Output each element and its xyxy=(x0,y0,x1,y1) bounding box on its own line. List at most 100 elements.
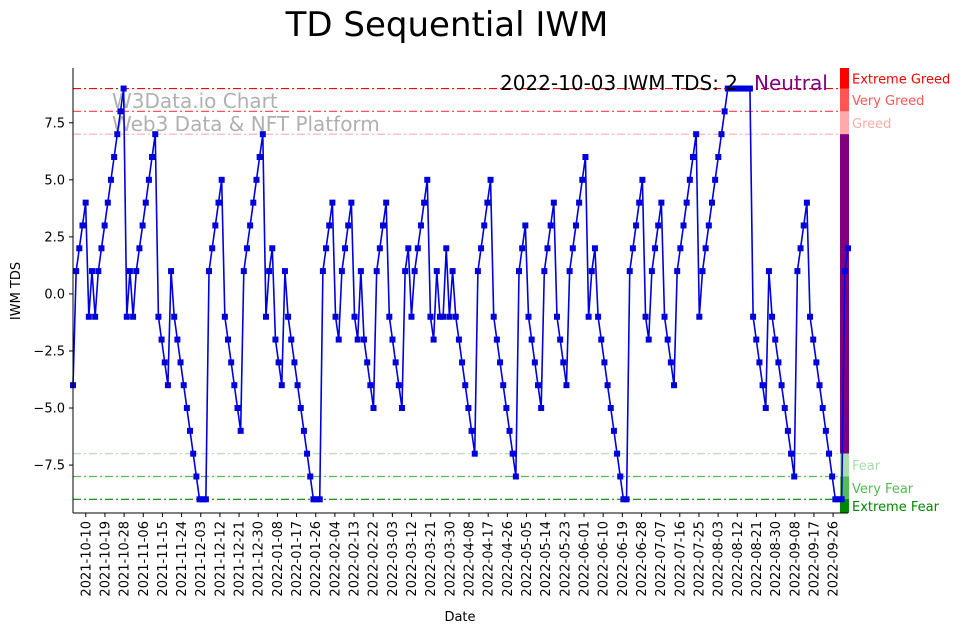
data-point xyxy=(342,245,349,252)
data-point xyxy=(373,268,380,275)
data-point xyxy=(402,268,409,275)
data-point xyxy=(585,313,592,320)
data-point xyxy=(623,496,630,503)
data-point xyxy=(367,382,374,389)
data-point xyxy=(690,154,696,160)
data-point xyxy=(769,313,776,320)
data-point xyxy=(813,359,820,366)
x-tick-label: 2021-11-15 xyxy=(156,521,171,597)
data-point xyxy=(639,176,646,183)
data-point xyxy=(617,473,624,480)
data-point xyxy=(218,176,225,183)
data-point xyxy=(794,268,801,275)
data-point xyxy=(677,245,684,252)
x-tick-label: 2022-06-01 xyxy=(577,521,592,597)
x-tick-label: 2022-03-03 xyxy=(386,521,401,597)
sentiment-label: Very Greed xyxy=(852,94,924,109)
sentiment-band xyxy=(840,499,849,513)
data-point xyxy=(731,85,738,92)
data-point xyxy=(199,496,206,503)
data-point xyxy=(468,427,475,434)
data-point xyxy=(120,85,127,92)
data-point xyxy=(206,268,213,275)
data-point xyxy=(408,313,415,320)
data-point xyxy=(319,268,326,275)
watermark: W3Data.io Chart Web3 Data & NFT Platform xyxy=(112,89,380,136)
data-point xyxy=(389,336,396,343)
series-iwm-tds xyxy=(70,85,851,503)
data-point xyxy=(398,405,405,412)
y-tick-label: −2.5 xyxy=(33,344,65,359)
x-tick-label: 2022-05-23 xyxy=(558,521,573,597)
data-point xyxy=(149,154,156,160)
data-point xyxy=(756,359,763,366)
data-point xyxy=(272,336,279,343)
data-point xyxy=(386,313,393,320)
sentiment-band xyxy=(840,111,849,135)
data-point xyxy=(310,496,317,503)
data-point xyxy=(281,268,288,275)
data-point xyxy=(718,131,725,138)
x-tick-label: 2022-09-26 xyxy=(827,521,842,597)
data-point xyxy=(193,473,200,480)
x-tick-label: 2021-12-03 xyxy=(194,521,209,597)
data-point xyxy=(171,313,178,320)
sentiment-label: Fear xyxy=(852,459,881,474)
data-point xyxy=(225,336,231,343)
data-point xyxy=(750,313,757,320)
data-point xyxy=(228,359,235,366)
data-point xyxy=(430,336,437,343)
data-point xyxy=(775,359,782,366)
data-point xyxy=(803,199,810,206)
data-point xyxy=(427,313,434,320)
watermark-line-2: Web3 Data & NFT Platform xyxy=(112,112,380,136)
data-point xyxy=(107,176,114,183)
data-point xyxy=(180,382,187,389)
data-point xyxy=(104,199,111,206)
data-point xyxy=(506,427,513,434)
data-point xyxy=(588,268,595,275)
data-point xyxy=(595,313,602,320)
data-point xyxy=(351,313,358,320)
data-point xyxy=(724,85,731,92)
data-point xyxy=(221,313,228,320)
data-point xyxy=(123,313,130,320)
data-point xyxy=(516,268,523,275)
data-point xyxy=(591,245,598,252)
y-axis-label: IWM TDS xyxy=(9,262,24,320)
data-point xyxy=(772,336,779,343)
x-tick-label: 2022-09-08 xyxy=(788,521,803,597)
data-point xyxy=(633,222,640,229)
data-point xyxy=(822,427,829,434)
data-point xyxy=(462,382,469,389)
y-tick-label: 0.0 xyxy=(44,287,65,302)
data-point xyxy=(664,336,671,343)
sentiment-label: Greed xyxy=(852,117,891,132)
data-point xyxy=(727,85,734,92)
data-point xyxy=(433,268,440,275)
data-point xyxy=(307,473,314,480)
data-point xyxy=(455,336,462,343)
x-tick-label: 2022-07-16 xyxy=(673,521,688,597)
data-point xyxy=(845,245,851,252)
x-tick-label: 2022-02-04 xyxy=(328,521,343,597)
x-tick-label: 2022-03-12 xyxy=(405,521,420,597)
data-point xyxy=(667,359,674,366)
data-point xyxy=(250,199,257,206)
data-point xyxy=(414,245,421,252)
data-point xyxy=(452,313,459,320)
data-point xyxy=(95,268,102,275)
data-point xyxy=(88,268,95,275)
data-point xyxy=(626,268,633,275)
data-point xyxy=(487,176,494,183)
data-point xyxy=(130,313,137,320)
data-point xyxy=(240,268,247,275)
data-point xyxy=(702,245,709,252)
data-point xyxy=(683,199,690,206)
data-point xyxy=(674,268,681,275)
data-point xyxy=(500,382,507,389)
data-point xyxy=(82,199,89,206)
data-point xyxy=(364,359,371,366)
data-point xyxy=(652,245,659,252)
data-point xyxy=(411,268,418,275)
